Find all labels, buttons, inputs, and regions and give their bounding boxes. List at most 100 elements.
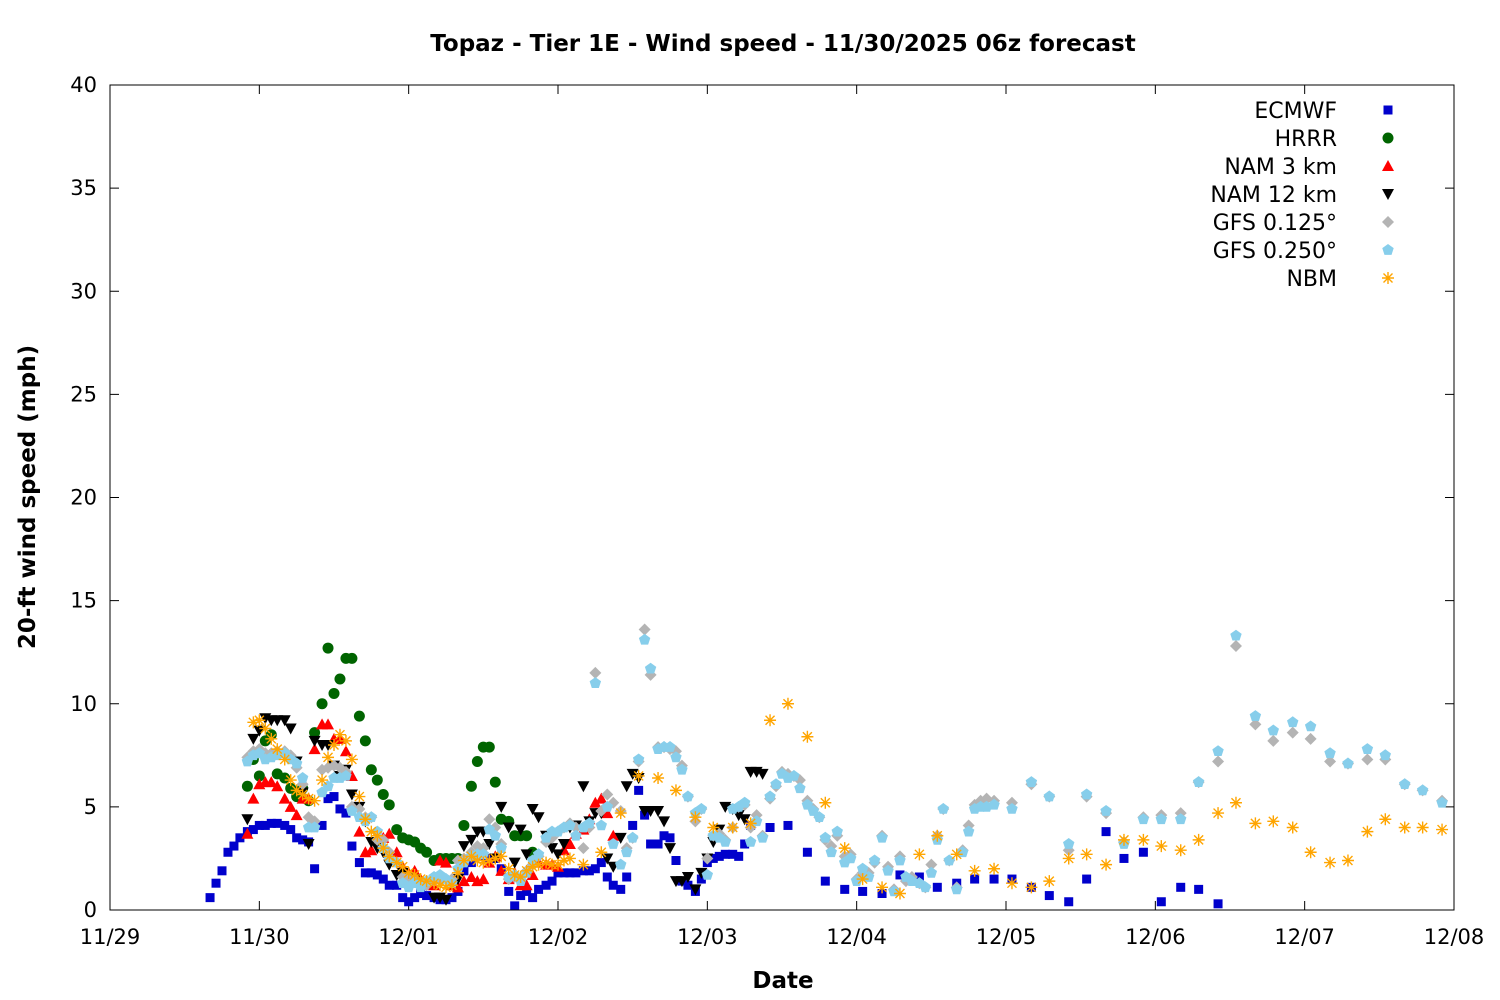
- data-point: [504, 886, 514, 896]
- data-point: [502, 822, 515, 834]
- data-point: [211, 878, 221, 888]
- data-point: [577, 842, 590, 855]
- data-point: [1117, 833, 1130, 846]
- data-point: [340, 769, 352, 781]
- data-point: [596, 858, 606, 868]
- data-point: [1398, 821, 1411, 834]
- data-point: [840, 884, 850, 894]
- data-point: [308, 735, 321, 747]
- data-point: [284, 774, 297, 787]
- data-point: [807, 805, 820, 816]
- data-point: [366, 868, 376, 878]
- data-point: [1416, 821, 1429, 834]
- data-point: [850, 875, 863, 886]
- data-point: [459, 866, 469, 876]
- data-point: [671, 856, 681, 865]
- data-point: [764, 790, 776, 802]
- x-tick-label: 11/30: [229, 925, 290, 949]
- data-point: [925, 858, 938, 871]
- data-point: [541, 880, 551, 890]
- data-point: [1100, 805, 1112, 816]
- data-point: [989, 874, 999, 884]
- legend-marker: [1382, 160, 1394, 171]
- data-point: [323, 794, 333, 804]
- data-point: [570, 829, 582, 841]
- data-point: [372, 870, 382, 880]
- data-point: [676, 763, 688, 775]
- y-tick-label: 30: [70, 279, 97, 303]
- data-point: [695, 802, 708, 814]
- data-point: [377, 842, 390, 855]
- data-point: [229, 841, 239, 851]
- data-point: [589, 666, 602, 679]
- data-point: [620, 846, 633, 858]
- data-point: [557, 839, 570, 850]
- data-point: [788, 769, 800, 781]
- data-point: [271, 743, 284, 756]
- data-point: [408, 868, 421, 881]
- data-point: [333, 728, 346, 741]
- data-point: [359, 735, 371, 747]
- data-point: [868, 854, 881, 866]
- data-point: [471, 756, 483, 767]
- data-point: [1155, 840, 1168, 853]
- data-point: [801, 798, 814, 810]
- data-point: [1025, 776, 1038, 787]
- x-axis-ticks: 11/29 11/30 12/01 12/02 12/03 12/04 12/05 12/06…: [80, 85, 1484, 949]
- data-point: [384, 880, 394, 890]
- data-point: [365, 825, 378, 838]
- data-point: [876, 831, 888, 843]
- legend-marker: [1382, 132, 1394, 144]
- data-point: [241, 780, 253, 792]
- data-point: [659, 831, 669, 841]
- data-point: [516, 891, 526, 901]
- data-point: [644, 662, 657, 674]
- data-point: [589, 796, 602, 808]
- data-point: [720, 849, 730, 859]
- data-point: [1174, 844, 1187, 857]
- data-point: [695, 867, 708, 879]
- data-point: [770, 778, 782, 790]
- data-point: [765, 823, 775, 832]
- data-point: [1324, 747, 1336, 759]
- data-point: [838, 842, 851, 855]
- data-point: [738, 814, 751, 826]
- data-point: [825, 846, 837, 858]
- data-point: [396, 860, 409, 873]
- data-point: [414, 873, 427, 886]
- data-point: [1286, 821, 1299, 834]
- data-point: [1304, 846, 1317, 859]
- data-point: [322, 751, 335, 764]
- data-point: [359, 813, 372, 826]
- data-point: [465, 871, 478, 882]
- data-point: [626, 768, 639, 780]
- data-point: [608, 880, 618, 890]
- data-point: [783, 820, 793, 830]
- data-point: [420, 875, 433, 888]
- data-point: [1324, 755, 1337, 768]
- data-point: [489, 829, 501, 841]
- data-point: [756, 831, 769, 843]
- data-point: [383, 827, 396, 839]
- data-point: [1138, 847, 1148, 857]
- y-tick-label: 15: [70, 589, 97, 613]
- data-point: [329, 792, 339, 802]
- data-point: [286, 825, 296, 835]
- data-point: [428, 877, 441, 890]
- data-point: [398, 893, 408, 903]
- y-tick-label: 40: [70, 73, 97, 97]
- data-point: [744, 835, 757, 847]
- data-point: [457, 875, 470, 887]
- data-point: [247, 792, 260, 804]
- data-point: [601, 788, 614, 801]
- data-point: [290, 757, 303, 769]
- data-point: [483, 823, 496, 835]
- data-point: [968, 864, 981, 877]
- data-point: [801, 730, 814, 743]
- x-tick-label: 12/07: [1274, 925, 1335, 949]
- legend-marker: [1383, 105, 1393, 115]
- data-point: [253, 770, 265, 782]
- data-point: [346, 652, 358, 664]
- data-point: [628, 820, 638, 830]
- data-point: [689, 884, 702, 896]
